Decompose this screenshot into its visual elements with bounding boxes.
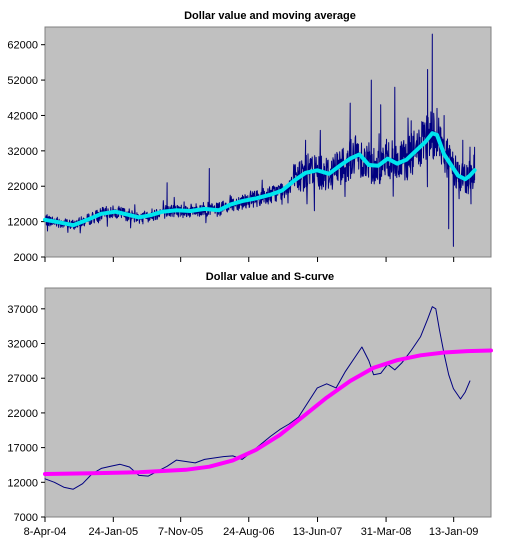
bottom-xtick-label: 7-Nov-05 xyxy=(158,526,203,538)
bottom-ytick-label: 17000 xyxy=(7,443,38,455)
top-ytick-label: 62000 xyxy=(7,40,38,52)
top-ytick-label: 2000 xyxy=(14,252,38,264)
bottom-ytick-label: 27000 xyxy=(7,373,38,385)
top-series-daily-dollar-value xyxy=(44,33,476,247)
top-series-group xyxy=(43,33,477,247)
bottom-xtick-label: 13-Jan-09 xyxy=(429,526,479,538)
bottom-y-axis: 7000 12000 17000 22000 27000 32000 37000 xyxy=(7,304,45,524)
bottom-xtick-label: 13-Jun-07 xyxy=(293,526,343,538)
bottom-xtick-label: 24-Aug-06 xyxy=(223,526,274,538)
bottom-ytick-label: 32000 xyxy=(7,339,38,351)
top-ytick-label: 12000 xyxy=(7,217,38,229)
top-ytick-label: 52000 xyxy=(7,75,38,87)
bottom-series-smoothed-dollar-value xyxy=(44,306,471,490)
bottom-xtick-label: 31-Mar-08 xyxy=(361,526,412,538)
top-series-moving-average xyxy=(43,131,477,228)
top-ytick-label: 42000 xyxy=(7,110,38,122)
bottom-ytick-label: 22000 xyxy=(7,408,38,420)
top-y-axis: 2000 12000 22000 32000 42000 52000 62000 xyxy=(7,40,45,264)
bottom-ytick-label: 37000 xyxy=(7,304,38,316)
top-ytick-label: 32000 xyxy=(7,146,38,158)
bottom-xtick-label: 8-Apr-04 xyxy=(24,526,67,538)
bottom-ytick-label: 7000 xyxy=(14,512,38,524)
bottom-xtick-label: 24-Jan-05 xyxy=(89,526,139,538)
bottom-x-axis: 8-Apr-04 24-Jan-05 7-Nov-05 24-Aug-06 13-Jun… xyxy=(24,517,479,538)
bottom-series-group xyxy=(43,306,493,490)
bottom-plot-area xyxy=(44,287,492,518)
top-chart-title: Dollar value and moving average xyxy=(184,10,356,22)
bottom-chart-title: Dollar value and S-curve xyxy=(206,271,334,283)
bottom-series-s-curve xyxy=(43,348,493,476)
bottom-ytick-label: 12000 xyxy=(7,477,38,489)
top-ytick-label: 22000 xyxy=(7,181,38,193)
top-x-axis xyxy=(44,257,455,262)
